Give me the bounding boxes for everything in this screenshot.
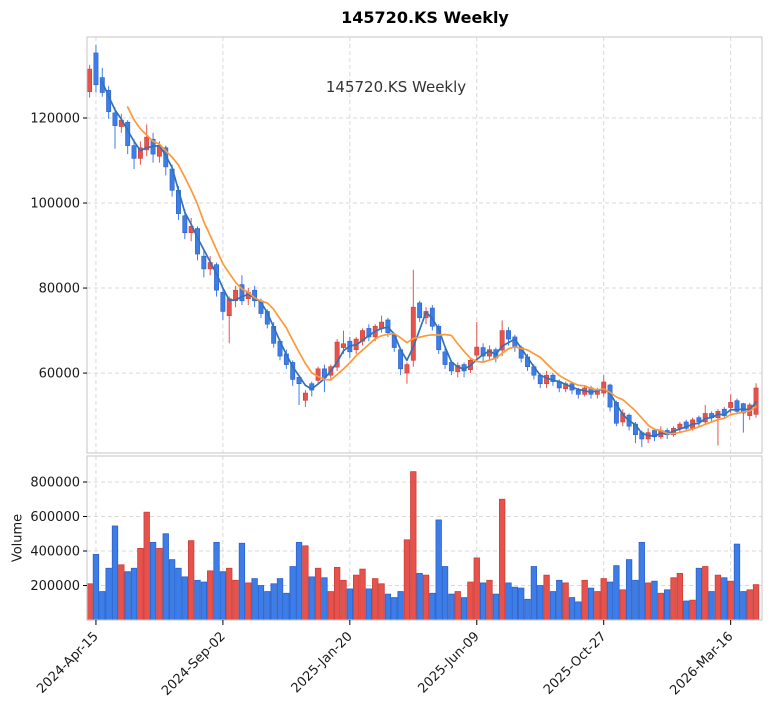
date-tick-label: 2025-Jan-20 [289,629,356,696]
date-tick-label: 2025-Jun-09 [415,629,482,696]
panel-borders [86,36,763,621]
price-tick-label: 80000 [39,282,80,297]
ma-long-line [126,106,757,435]
volume-tick-label: 200000 [30,579,80,594]
chart-annotation: 145720.KS Weekly [325,78,467,96]
price-tick-label: 60000 [39,367,80,382]
volume-bars [86,471,760,621]
date-tick-label: 2024-Sep-02 [159,629,229,699]
price-tick-label: 120000 [30,112,80,127]
candles [87,44,759,448]
volume-tick-label: 400000 [30,545,80,560]
date-tick-label: 2026-Mar-16 [667,629,736,698]
gridlines [87,37,762,620]
price-tick-label: 100000 [30,197,80,212]
ma-short-line [101,81,757,437]
volume-axis-label: Volume [10,513,26,563]
volume-tick-label: 600000 [30,510,80,525]
date-tick-label: 2025-Oct-27 [541,629,609,697]
chart-title: 145720.KS Weekly [341,8,509,27]
date-tick-label: 2024-Apr-15 [34,629,101,696]
volume-tick-label: 800000 [30,476,80,491]
